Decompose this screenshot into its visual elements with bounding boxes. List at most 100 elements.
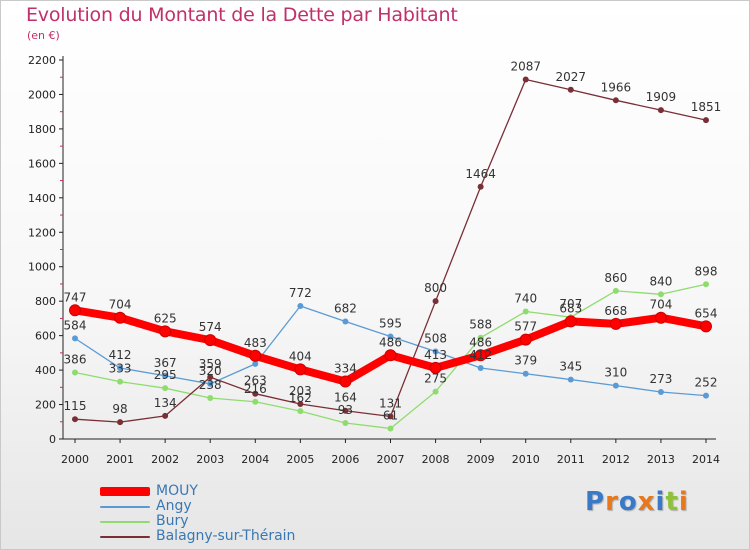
data-point-angy [387,333,394,340]
data-label-mouy: 486 [379,335,402,349]
data-point-bury [612,287,619,294]
y-tick-label: 1200 [28,226,56,239]
data-label-balagny-sur-th-rain: 800 [424,281,447,295]
chart-title: Evolution du Montant de la Dette par Hab… [26,4,458,26]
data-label-mouy: 413 [424,348,447,362]
data-point-balagny-sur-th-rain [252,390,259,397]
data-point-mouy [564,315,577,328]
data-point-balagny-sur-th-rain [297,401,304,408]
data-point-angy [342,318,349,325]
data-point-bury [72,369,78,376]
data-label-bury: 216 [244,382,267,396]
data-label-bury: 295 [154,368,177,382]
data-point-balagny-sur-th-rain [207,374,214,381]
data-point-bury [297,408,304,415]
y-tick-label: 1800 [28,123,56,136]
logo-letter: i [678,487,689,517]
x-tick-label: 2009 [467,453,495,466]
data-point-bury [387,425,394,432]
data-point-bury [522,308,529,315]
data-label-balagny-sur-th-rain: 1966 [601,80,632,94]
data-point-balagny-sur-th-rain [387,413,394,420]
y-tick-label: 400 [35,364,56,377]
x-tick-label: 2011 [557,453,585,466]
x-tick-label: 2010 [512,453,540,466]
data-point-balagny-sur-th-rain [657,107,664,114]
data-label-balagny-sur-th-rain: 2027 [556,70,587,84]
data-point-mouy [700,320,712,333]
data-point-mouy [204,334,217,347]
data-point-balagny-sur-th-rain [612,97,619,104]
legend-swatch-mouy [100,487,150,496]
data-label-bury: 707 [559,297,582,311]
legend-label-angy: Angy [156,498,192,514]
data-label-mouy: 486 [469,335,492,349]
data-label-angy: 508 [424,331,447,345]
data-label-mouy: 404 [289,349,312,363]
data-label-balagny-sur-th-rain: 164 [334,391,357,405]
data-point-balagny-sur-th-rain [72,416,78,423]
data-point-angy [297,303,304,310]
y-tick-label: 2000 [28,88,56,101]
data-point-mouy [474,349,487,362]
data-point-angy [432,348,439,355]
data-point-balagny-sur-th-rain [342,407,349,414]
data-label-balagny-sur-th-rain: 115 [64,399,87,413]
data-label-mouy: 334 [334,361,357,375]
data-label-balagny-sur-th-rain: 359 [199,357,222,371]
data-point-mouy [294,363,307,376]
logo-letter: P [585,487,606,517]
data-point-mouy [519,333,532,346]
data-label-angy: 412 [469,348,492,362]
data-label-bury: 162 [289,391,312,405]
data-label-angy: 367 [154,356,177,370]
data-label-mouy: 704 [649,298,672,312]
data-point-mouy [609,317,622,330]
data-label-bury: 93 [338,403,353,417]
y-tick-label: 200 [35,399,56,412]
x-tick-label: 2006 [331,453,359,466]
data-point-bury [477,334,484,341]
data-label-bury: 61 [383,408,398,422]
data-label-mouy: 747 [64,290,87,304]
data-point-bury [432,388,439,395]
data-label-mouy: 704 [109,298,132,312]
data-label-mouy: 668 [604,304,627,318]
data-label-angy: 772 [289,286,312,300]
logo-letter: i [655,487,666,517]
data-label-angy: 379 [514,354,537,368]
data-label-angy: 682 [334,302,357,316]
data-point-angy [477,365,484,372]
data-label-angy: 345 [559,360,582,374]
x-tick-label: 2013 [647,453,675,466]
data-point-mouy [114,311,127,324]
data-point-angy [252,360,259,367]
data-label-balagny-sur-th-rain: 98 [112,402,127,416]
data-point-angy [72,335,78,342]
data-point-angy [207,380,214,387]
x-tick-label: 2012 [602,453,630,466]
data-label-balagny-sur-th-rain: 2087 [510,59,541,73]
data-point-angy [522,370,529,377]
proxiti-logo: Proxiti [585,487,689,517]
data-label-angy: 252 [695,376,718,390]
x-tick-label: 2003 [196,453,224,466]
data-label-balagny-sur-th-rain: 1464 [465,167,496,181]
data-point-balagny-sur-th-rain [522,76,529,83]
data-label-bury: 898 [695,264,718,278]
data-label-angy: 320 [199,364,222,378]
data-label-bury: 588 [469,318,492,332]
data-point-mouy [249,349,262,362]
logo-letter: o [618,487,638,517]
data-label-mouy: 683 [559,301,582,315]
data-label-mouy: 625 [154,311,177,325]
data-point-angy [567,376,574,383]
data-point-mouy [159,325,172,338]
data-label-angy: 310 [604,366,627,380]
logo-letter: r [605,487,619,517]
data-point-balagny-sur-th-rain [432,298,439,305]
data-point-bury [657,291,664,298]
data-label-mouy: 577 [514,320,537,334]
line-chart: 0 200 400 600 800 1000 1200 1400 1600 1800 2000 220… [28,54,721,466]
data-point-balagny-sur-th-rain [477,183,484,190]
